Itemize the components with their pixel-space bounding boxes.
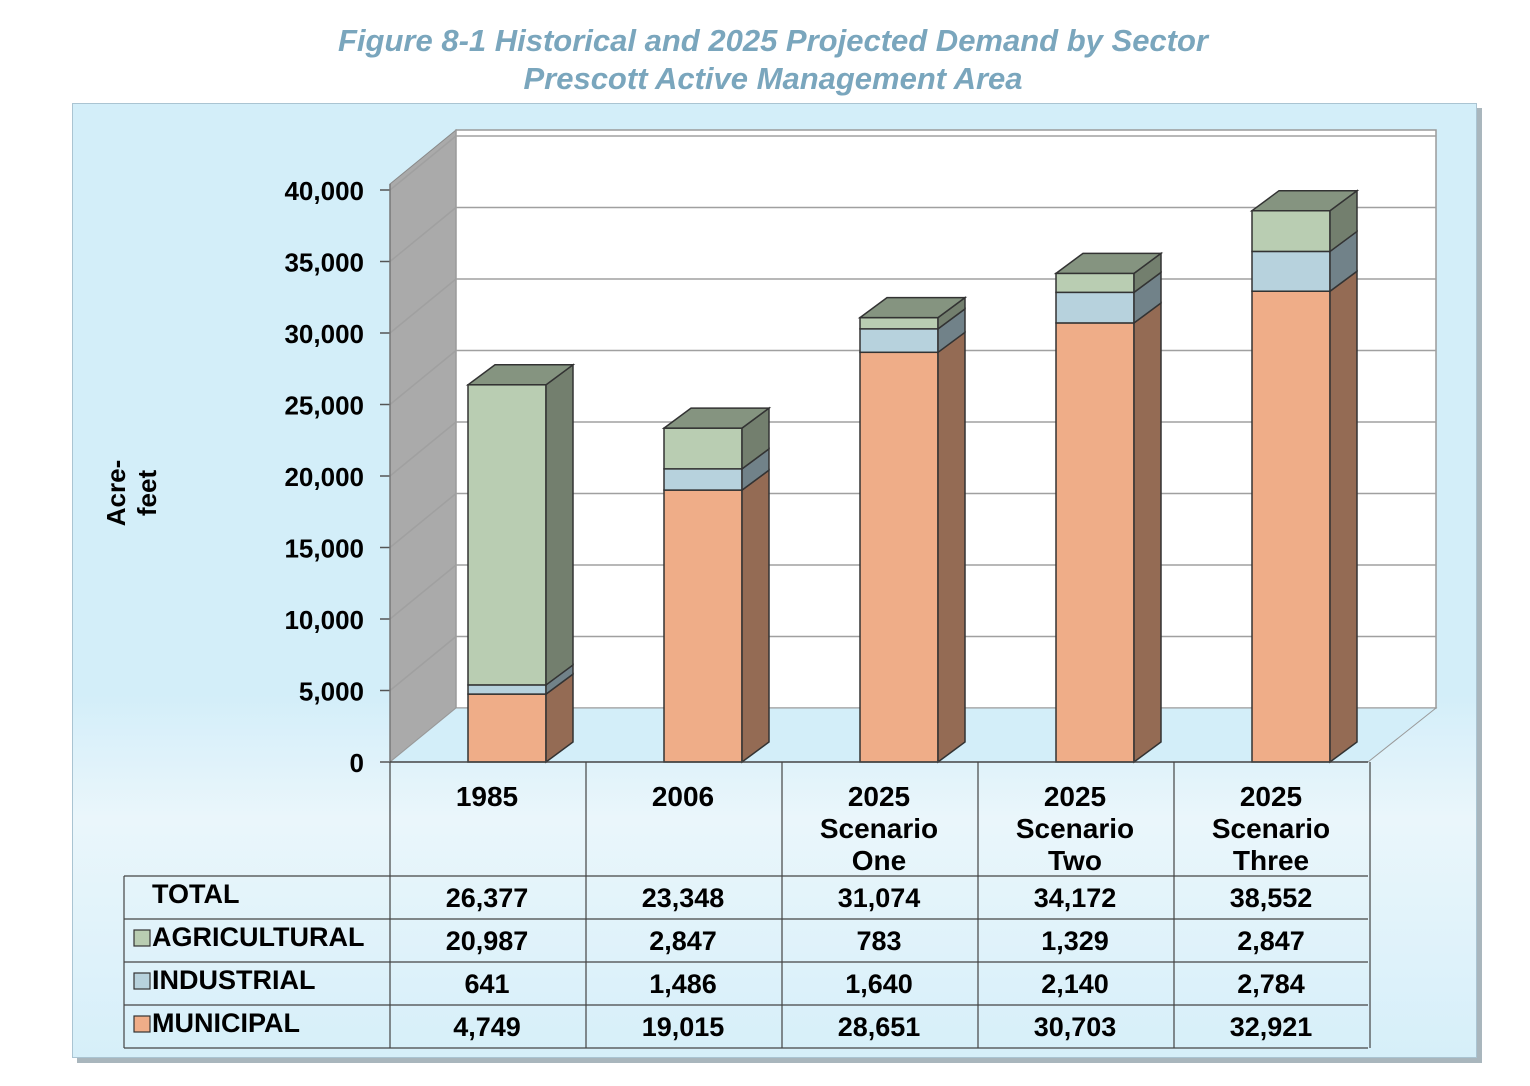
gridline-side xyxy=(389,278,457,334)
bar-top xyxy=(1053,252,1164,275)
bar-top xyxy=(1249,189,1360,212)
table-cell-value: 783 xyxy=(856,926,901,956)
bar-segment xyxy=(663,489,743,763)
bar-segment-side xyxy=(1329,269,1358,764)
x-category-label: 1985 xyxy=(456,781,518,812)
y-tick-label: 0 xyxy=(350,748,364,778)
legend-swatch xyxy=(133,972,151,990)
bar-segment xyxy=(663,427,743,470)
table-cell-value: 1,486 xyxy=(649,969,717,999)
bar-top xyxy=(465,364,576,386)
bar-segment-side xyxy=(741,468,770,764)
chart-title-line-1: Figure 8-1 Historical and 2025 Projected… xyxy=(337,23,1208,58)
table-cell-value: 4,749 xyxy=(453,1012,521,1042)
bar-segment xyxy=(859,316,939,330)
gridline-side xyxy=(389,135,457,191)
legend-swatch xyxy=(133,929,151,947)
x-category-label: 2006 xyxy=(652,781,714,812)
bar-top xyxy=(661,407,772,429)
bar-segment-side xyxy=(1133,301,1162,764)
gridline-side xyxy=(389,564,457,620)
x-category-label: 2025 Scenario One xyxy=(820,781,938,876)
table-cell-value: 30,703 xyxy=(1034,1012,1117,1042)
y-tick-label: 10,000 xyxy=(284,605,364,635)
table-cell-value: 26,377 xyxy=(446,883,529,913)
table-row-label: AGRICULTURAL xyxy=(152,922,364,952)
y-tick-label: 20,000 xyxy=(284,462,364,492)
table-cell-value: 1,640 xyxy=(845,969,913,999)
chart-title-line-2: Prescott Active Management Area xyxy=(523,61,1023,96)
bar-top xyxy=(857,296,968,319)
gridline-side xyxy=(389,635,457,692)
table-cell-value: 28,651 xyxy=(838,1012,921,1042)
bar-segment xyxy=(859,328,939,354)
table-cell-value: 1,329 xyxy=(1041,926,1109,956)
table-cell-value: 19,015 xyxy=(642,1012,725,1042)
side-wall xyxy=(389,128,457,764)
table-cell-value: 34,172 xyxy=(1034,883,1117,913)
table-cell-value: 2,847 xyxy=(649,926,717,956)
gridline-side xyxy=(389,206,457,263)
table-cell-value: 20,987 xyxy=(446,926,529,956)
y-tick-label: 35,000 xyxy=(284,248,364,278)
legend-swatch xyxy=(133,1015,151,1033)
bar-segment xyxy=(1251,209,1331,253)
y-tick-label: 15,000 xyxy=(284,534,364,564)
bar-segment xyxy=(467,693,547,763)
y-tick-label: 30,000 xyxy=(284,319,364,349)
bar-segment xyxy=(859,351,939,763)
y-tick-label: 40,000 xyxy=(284,176,364,206)
table-cell-value: 641 xyxy=(464,969,509,999)
bar-segment-side xyxy=(545,363,574,687)
bar-segment xyxy=(1251,290,1331,763)
table-cell-value: 31,074 xyxy=(838,883,921,913)
y-tick-label: 25,000 xyxy=(284,391,364,421)
bar-segment xyxy=(1055,322,1135,763)
table-cell-value: 38,552 xyxy=(1230,883,1313,913)
table-cell-value: 32,921 xyxy=(1230,1012,1313,1042)
x-category-label: 2025 Scenario Two xyxy=(1016,781,1134,876)
table-row-label: INDUSTRIAL xyxy=(152,965,316,995)
bar-segment xyxy=(1055,291,1135,324)
table-cell-value: 2,784 xyxy=(1237,969,1305,999)
gridline-side xyxy=(389,421,457,477)
chart-title: Figure 8-1 Historical and 2025 Projected… xyxy=(0,22,1530,98)
table-cell-value: 2,140 xyxy=(1041,969,1109,999)
gridline-side xyxy=(389,492,457,549)
bar-segment xyxy=(663,468,743,491)
y-tick-label: 5,000 xyxy=(299,677,364,707)
bar-segment xyxy=(467,684,547,695)
bar-segment xyxy=(1055,272,1135,294)
table-row-label: MUNICIPAL xyxy=(152,1008,300,1038)
gridline-side xyxy=(389,349,457,406)
table-row-label: TOTAL xyxy=(152,879,240,909)
table-cell-value: 23,348 xyxy=(642,883,725,913)
x-category-label: 2025 Scenario Three xyxy=(1212,781,1330,876)
table-cell-value: 2,847 xyxy=(1237,926,1305,956)
bar-segment xyxy=(1251,250,1331,292)
bar-segment-side xyxy=(937,330,966,764)
bar-segment xyxy=(467,384,547,686)
